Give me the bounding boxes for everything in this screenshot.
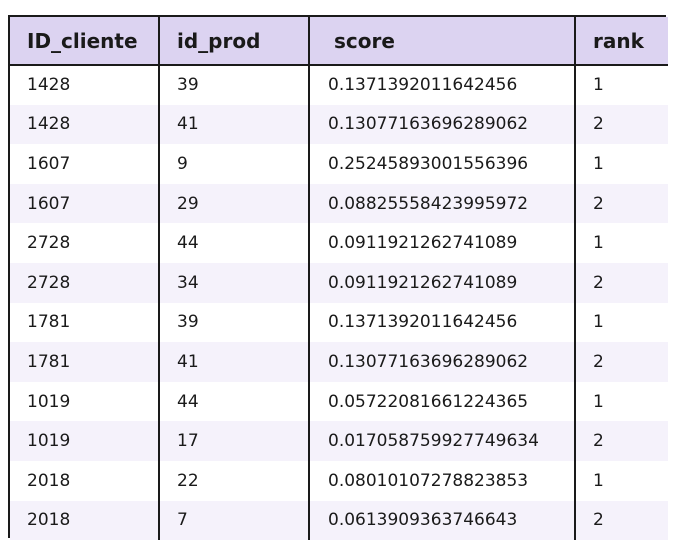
cell-id-cliente: 2728	[10, 223, 160, 263]
cell-id-cliente: 1781	[10, 342, 160, 382]
cell-id-prod: 44	[159, 223, 310, 263]
table-row: 2018 7 0.0613909363746643 2	[10, 500, 668, 541]
cell-id-prod: 29	[159, 183, 310, 224]
cell-rank: 1	[593, 470, 604, 491]
cell-score: 0.25245893001556396	[309, 144, 576, 184]
cell-score: 0.13077163696289062	[309, 104, 576, 145]
column-header-score: score	[309, 17, 576, 66]
cell-rank: 1	[593, 233, 604, 254]
cell-rank: 2	[593, 114, 604, 135]
cell-rank: 2	[593, 272, 604, 293]
cell-score: 0.1371392011642456	[309, 65, 576, 105]
cell-id-prod: 34	[159, 262, 310, 303]
cell-id-cliente: 1428	[10, 104, 160, 145]
cell-score: 0.13077163696289062	[309, 342, 576, 382]
table-row: 2728 34 0.0911921262741089 2	[10, 262, 668, 303]
cell-score: 0.0613909363746643	[309, 500, 576, 541]
results-table-container: ID_cliente id_prod score rank 1428 39 0.…	[8, 15, 668, 541]
cell-id-cliente: 2018	[10, 460, 160, 501]
table-row: 2728 44 0.0911921262741089 1	[10, 223, 668, 263]
table-row: 1428 41 0.13077163696289062 2	[10, 104, 668, 145]
cell-id-prod: 9	[159, 144, 310, 184]
cell-id-cliente: 2728	[10, 262, 160, 303]
table-row: 1019 44 0.05722081661224365 1	[10, 381, 668, 422]
table-row: 1607 9 0.25245893001556396 1	[10, 144, 668, 184]
cell-id-prod: 39	[159, 65, 310, 105]
cell-id-cliente: 1428	[10, 65, 160, 105]
cell-id-prod: 7	[159, 500, 310, 541]
cell-rank: 1	[593, 391, 604, 412]
cell-rank: 2	[593, 193, 604, 214]
column-header-id-prod: id_prod	[159, 17, 310, 66]
cell-score: 0.1371392011642456	[309, 302, 576, 343]
column-header-rank: rank	[575, 17, 668, 66]
cell-score: 0.0911921262741089	[309, 262, 576, 303]
cell-rank: 1	[593, 153, 604, 174]
table-row: 1781 41 0.13077163696289062 2	[10, 342, 668, 382]
cell-id-prod: 41	[159, 104, 310, 145]
table-row: 1019 17 0.017058759927749634 2	[10, 421, 668, 461]
cell-id-cliente: 2018	[10, 500, 160, 541]
cell-rank: 1	[593, 312, 604, 333]
cell-rank: 2	[593, 351, 604, 372]
cell-rank: 2	[593, 431, 604, 452]
table-header: ID_cliente id_prod score rank	[10, 17, 668, 66]
cell-id-prod: 44	[159, 381, 310, 422]
table-row: 1607 29 0.08825558423995972 2	[10, 183, 668, 224]
cell-score: 0.0911921262741089	[309, 223, 576, 263]
results-table: ID_cliente id_prod score rank 1428 39 0.…	[10, 17, 668, 541]
header-row: ID_cliente id_prod score rank	[10, 17, 668, 66]
cell-rank: 1	[593, 75, 604, 96]
cell-id-cliente: 1019	[10, 381, 160, 422]
cell-score: 0.08010107278823853	[309, 460, 576, 501]
cell-score: 0.08825558423995972	[309, 183, 576, 224]
table-row: 2018 22 0.08010107278823853 1	[10, 460, 668, 501]
table-row: 1781 39 0.1371392011642456 1	[10, 302, 668, 343]
cell-id-cliente: 1019	[10, 421, 160, 461]
cell-score: 0.017058759927749634	[309, 421, 576, 461]
cell-id-prod: 39	[159, 302, 310, 343]
table-body: 1428 39 0.1371392011642456 1 1428 41 0.1…	[10, 65, 668, 541]
column-header-id-cliente: ID_cliente	[10, 17, 160, 66]
cell-id-prod: 41	[159, 342, 310, 382]
cell-id-cliente: 1607	[10, 144, 160, 184]
cell-id-prod: 22	[159, 460, 310, 501]
cell-id-cliente: 1607	[10, 183, 160, 224]
cell-id-cliente: 1781	[10, 302, 160, 343]
table-row: 1428 39 0.1371392011642456 1	[10, 65, 668, 105]
cell-rank: 2	[593, 510, 604, 531]
cell-score: 0.05722081661224365	[309, 381, 576, 422]
cell-id-prod: 17	[159, 421, 310, 461]
